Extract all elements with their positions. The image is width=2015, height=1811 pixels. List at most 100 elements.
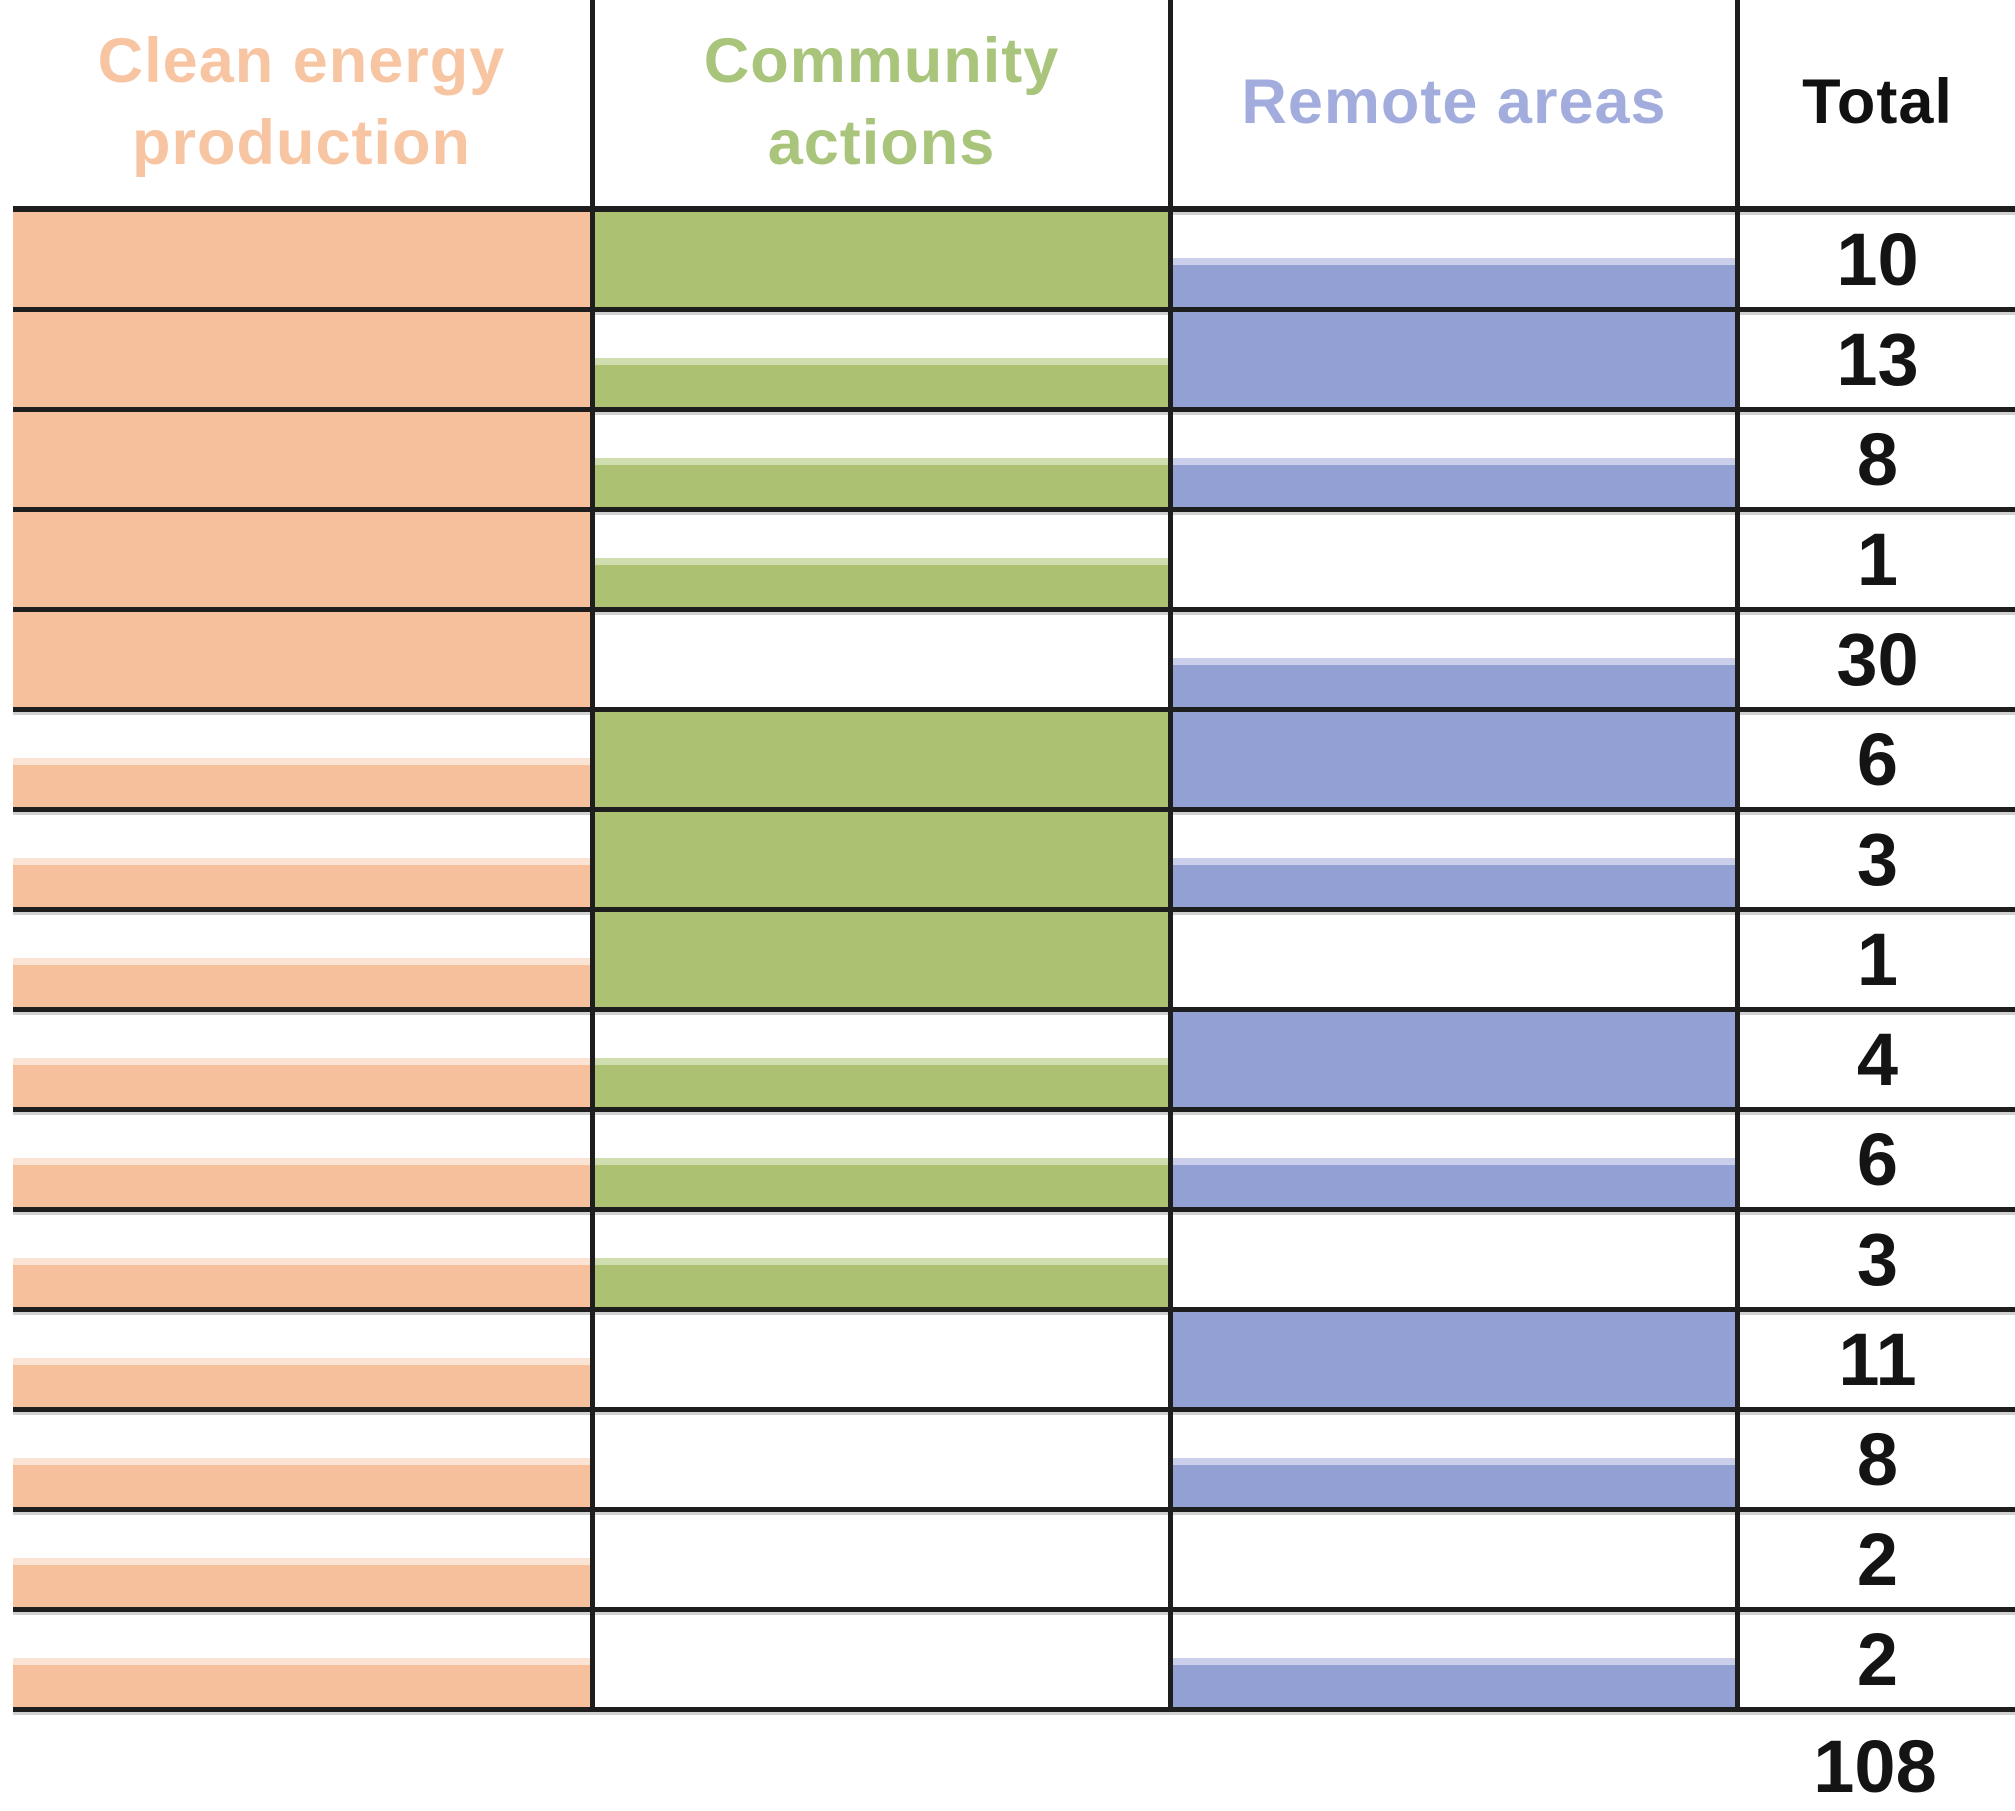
row-total: 13 (1735, 312, 2015, 407)
clean-energy-production-bar-half (13, 957, 590, 1007)
clean-energy-production-bar-full (13, 212, 590, 307)
table-row: 4 (13, 1012, 2015, 1112)
remote-areas-bar-full (1173, 312, 1735, 407)
clean-energy-production-bar-full (13, 312, 590, 407)
cell-community-actions (590, 312, 1168, 407)
cell-community-actions (590, 712, 1168, 807)
row-total: 1 (1735, 512, 2015, 607)
clean-energy-production-bar-half (13, 1057, 590, 1107)
cell-remote-areas (1168, 1612, 1735, 1707)
cell-remote-areas (1168, 1512, 1735, 1607)
community-actions-bar-half (595, 457, 1168, 507)
community-actions-bar-full (595, 912, 1168, 1007)
cell-community-actions (590, 1212, 1168, 1307)
cell-clean-energy-production (13, 1512, 590, 1607)
cell-remote-areas (1168, 1412, 1735, 1507)
cell-clean-energy-production (13, 1212, 590, 1307)
cell-community-actions (590, 412, 1168, 507)
row-total: 11 (1735, 1312, 2015, 1407)
cell-remote-areas (1168, 912, 1735, 1007)
column-header-label: Total (1802, 67, 1953, 138)
cell-community-actions (590, 812, 1168, 907)
cell-clean-energy-production (13, 1412, 590, 1507)
community-actions-bar-half (595, 1157, 1168, 1207)
cell-community-actions (590, 1512, 1168, 1607)
cell-clean-energy-production (13, 412, 590, 507)
row-total: 10 (1735, 212, 2015, 307)
row-total: 8 (1735, 412, 2015, 507)
column-header-label: Clean energy production (97, 26, 506, 178)
cell-community-actions (590, 1012, 1168, 1107)
grand-total-row: 108 (13, 1712, 2015, 1811)
row-total: 4 (1735, 1012, 2015, 1107)
row-total: 3 (1735, 1212, 2015, 1307)
table-row: 30 (13, 612, 2015, 712)
row-total: 2 (1735, 1612, 2015, 1707)
community-actions-bar-half (595, 357, 1168, 407)
column-header-label: Community actions (703, 26, 1060, 178)
row-total: 6 (1735, 712, 2015, 807)
cell-community-actions (590, 1612, 1168, 1707)
table-row: 8 (13, 1412, 2015, 1512)
community-actions-bar-full (595, 212, 1168, 307)
row-total: 8 (1735, 1412, 2015, 1507)
row-total: 1 (1735, 912, 2015, 1007)
remote-areas-bar-half (1173, 1657, 1735, 1707)
table-row: 11 (13, 1312, 2015, 1412)
cell-remote-areas (1168, 1212, 1735, 1307)
remote-areas-bar-half (1173, 657, 1735, 707)
cell-remote-areas (1168, 412, 1735, 507)
cell-clean-energy-production (13, 712, 590, 807)
clean-energy-production-bar-half (13, 1557, 590, 1607)
remote-areas-bar-half (1173, 1457, 1735, 1507)
cell-remote-areas (1168, 812, 1735, 907)
matrix-rows: 10 13 8 1 30 6 3 1 4 6 3 11 8 2 2 (13, 212, 2015, 1712)
remote-areas-bar-half (1173, 857, 1735, 907)
cell-clean-energy-production (13, 612, 590, 707)
cell-remote-areas (1168, 212, 1735, 307)
table-row: 3 (13, 812, 2015, 912)
clean-energy-production-bar-half (13, 1257, 590, 1307)
clean-energy-production-bar-full (13, 412, 590, 507)
community-actions-bar-half (595, 557, 1168, 607)
cell-remote-areas (1168, 1012, 1735, 1107)
remote-areas-bar-full (1173, 1312, 1735, 1407)
row-total: 30 (1735, 612, 2015, 707)
community-actions-bar-full (595, 712, 1168, 807)
cell-clean-energy-production (13, 1012, 590, 1107)
column-header-remote-areas: Remote areas (1168, 0, 1735, 206)
row-total: 2 (1735, 1512, 2015, 1607)
table-row: 1 (13, 512, 2015, 612)
table-row: 2 (13, 1512, 2015, 1612)
table-row: 2 (13, 1612, 2015, 1712)
table-row: 10 (13, 212, 2015, 312)
table-row: 1 (13, 912, 2015, 1012)
table-row: 6 (13, 1112, 2015, 1212)
remote-areas-bar-full (1173, 712, 1735, 807)
cell-clean-energy-production (13, 512, 590, 607)
column-header-community-actions: Community actions (590, 0, 1168, 206)
header-row: Clean energy production Community action… (13, 0, 2015, 212)
remote-areas-bar-full (1173, 1012, 1735, 1107)
column-header-total: Total (1735, 0, 2015, 206)
cell-clean-energy-production (13, 1612, 590, 1707)
row-total: 6 (1735, 1112, 2015, 1207)
cell-remote-areas (1168, 512, 1735, 607)
community-actions-bar-half (595, 1257, 1168, 1307)
clean-energy-production-bar-half (13, 1457, 590, 1507)
clean-energy-production-bar-half (13, 1357, 590, 1407)
table-row: 6 (13, 712, 2015, 812)
clean-energy-production-bar-full (13, 612, 590, 707)
grand-total-value: 108 (1813, 1725, 1937, 1808)
column-header-label: Remote areas (1241, 67, 1667, 138)
grand-total-spacer (13, 1712, 1735, 1811)
cell-clean-energy-production (13, 912, 590, 1007)
table-row: 13 (13, 312, 2015, 412)
cell-community-actions (590, 612, 1168, 707)
column-header-clean-energy-production: Clean energy production (13, 0, 590, 206)
clean-energy-production-bar-half (13, 757, 590, 807)
community-actions-bar-half (595, 1057, 1168, 1107)
cell-remote-areas (1168, 312, 1735, 407)
community-actions-bar-full (595, 812, 1168, 907)
clean-energy-production-bar-half (13, 1157, 590, 1207)
